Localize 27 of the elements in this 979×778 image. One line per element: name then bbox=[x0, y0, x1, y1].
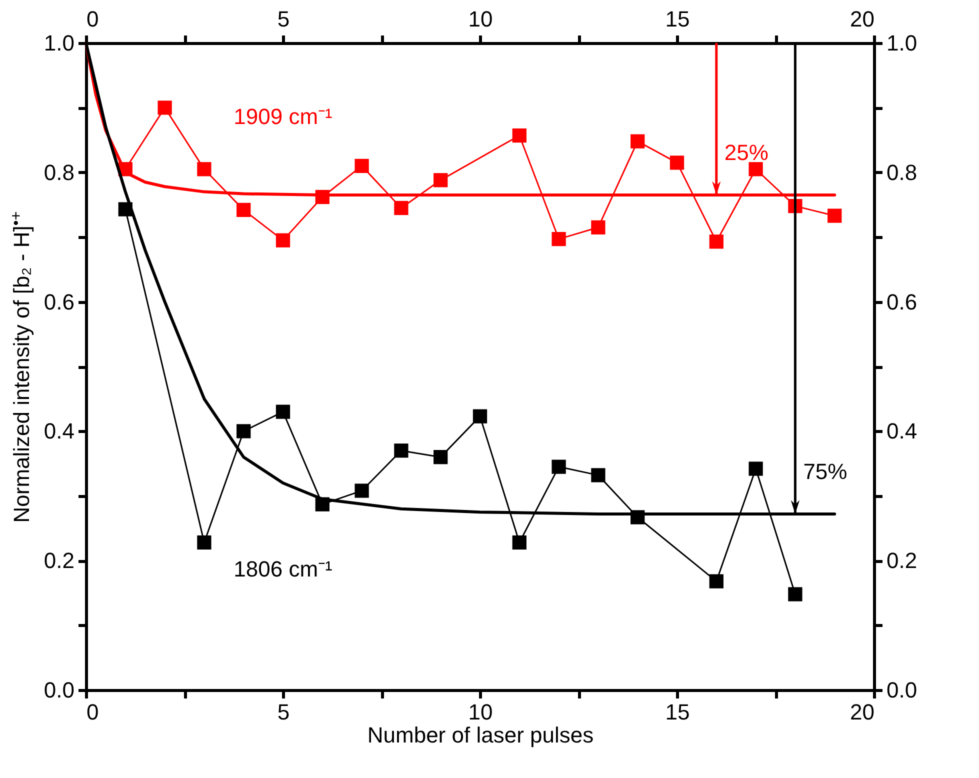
y2-tick-label: 0.8 bbox=[886, 160, 918, 185]
x2-tick-label: 10 bbox=[468, 6, 493, 32]
x-tick-label: 0 bbox=[86, 700, 99, 724]
y-tick-label: 1.0 bbox=[44, 30, 74, 56]
y-tick-label: 0.6 bbox=[44, 289, 74, 314]
x2-tick-label: 15 bbox=[665, 6, 690, 32]
y2-tick-label: 0.6 bbox=[886, 289, 918, 314]
y-tick-label: 0.4 bbox=[44, 418, 74, 444]
series-label: 1806 cm⁻¹ bbox=[234, 556, 332, 582]
annotation: 25% bbox=[724, 140, 768, 166]
y2-tick-label: 0.0 bbox=[886, 678, 918, 702]
x-tick-label: 5 bbox=[277, 700, 290, 724]
series-label: 1909 cm⁻¹ bbox=[234, 104, 332, 129]
x-tick-label: 20 bbox=[850, 700, 874, 724]
x-tick-label: 15 bbox=[665, 700, 690, 724]
y-tick-label: 0.8 bbox=[44, 160, 74, 185]
y2-tick-label: 0.2 bbox=[886, 548, 918, 574]
y-tick-label: 0.0 bbox=[44, 678, 74, 702]
y2-tick-label: 0.4 bbox=[886, 418, 918, 444]
y2-tick-label: 1.0 bbox=[886, 30, 918, 56]
annotation: 75% bbox=[803, 459, 848, 484]
y-tick-label: 0.2 bbox=[44, 548, 74, 574]
x-axis-title: Number of laser pulses bbox=[367, 722, 594, 748]
x2-tick-label: 5 bbox=[277, 6, 290, 32]
x2-tick-label: 20 bbox=[850, 6, 874, 32]
x-tick-label: 10 bbox=[468, 700, 493, 724]
x2-tick-label: 0 bbox=[86, 6, 99, 32]
